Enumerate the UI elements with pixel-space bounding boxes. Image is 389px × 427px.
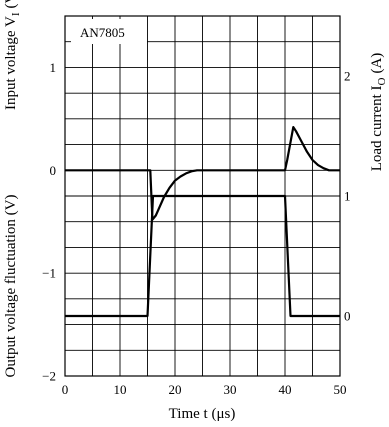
left-axis-label-bottom: Output voltage fluctuation (V) (3, 195, 19, 378)
input-voltage-label: Input voltage V (3, 16, 19, 110)
plot-frame (64, 15, 341, 377)
input-voltage-subscript: I (10, 12, 22, 16)
input-voltage-unit: (V) (3, 0, 19, 8)
output-voltage-trace (65, 126, 340, 221)
svg-text:Input voltage VI(V): Input voltage VI (V) (3, 0, 22, 110)
right-tick-labels: 2 1 0 (344, 69, 351, 324)
right-axis-label: Load current IO (A) (369, 53, 388, 172)
left-tick-label: −2 (42, 369, 56, 384)
x-tick-labels: 0 10 20 30 40 50 (62, 382, 347, 397)
x-tick-label: 50 (334, 382, 347, 397)
x-axis-label: Time t (μs) (169, 406, 236, 422)
load-current-unit: (A) (369, 53, 385, 74)
x-tick-label: 20 (169, 382, 182, 397)
left-tick-label: −1 (42, 266, 56, 281)
x-tick-label: 10 (114, 382, 127, 397)
load-current-subscript: O (376, 77, 388, 85)
load-current-label: Load current I (369, 85, 385, 171)
x-tick-label: 0 (62, 382, 69, 397)
device-annotation: AN7805 (80, 25, 125, 40)
traces (65, 126, 340, 318)
x-tick-label: 30 (224, 382, 237, 397)
right-tick-label: 2 (344, 69, 351, 84)
left-tick-labels: 1 0 −1 −2 (42, 60, 56, 384)
load-current-trace (65, 194, 340, 318)
left-tick-label: 0 (50, 163, 57, 178)
annotation-box: AN7805 (71, 19, 147, 44)
svg-text:Load current IO(A): Load current IO (A) (369, 53, 388, 172)
right-tick-label: 1 (344, 189, 351, 204)
left-axis-label-top: Input voltage VI (V) (3, 0, 22, 110)
x-tick-label: 40 (279, 382, 292, 397)
right-tick-label: 0 (344, 309, 351, 324)
left-tick-label: 1 (50, 60, 57, 75)
